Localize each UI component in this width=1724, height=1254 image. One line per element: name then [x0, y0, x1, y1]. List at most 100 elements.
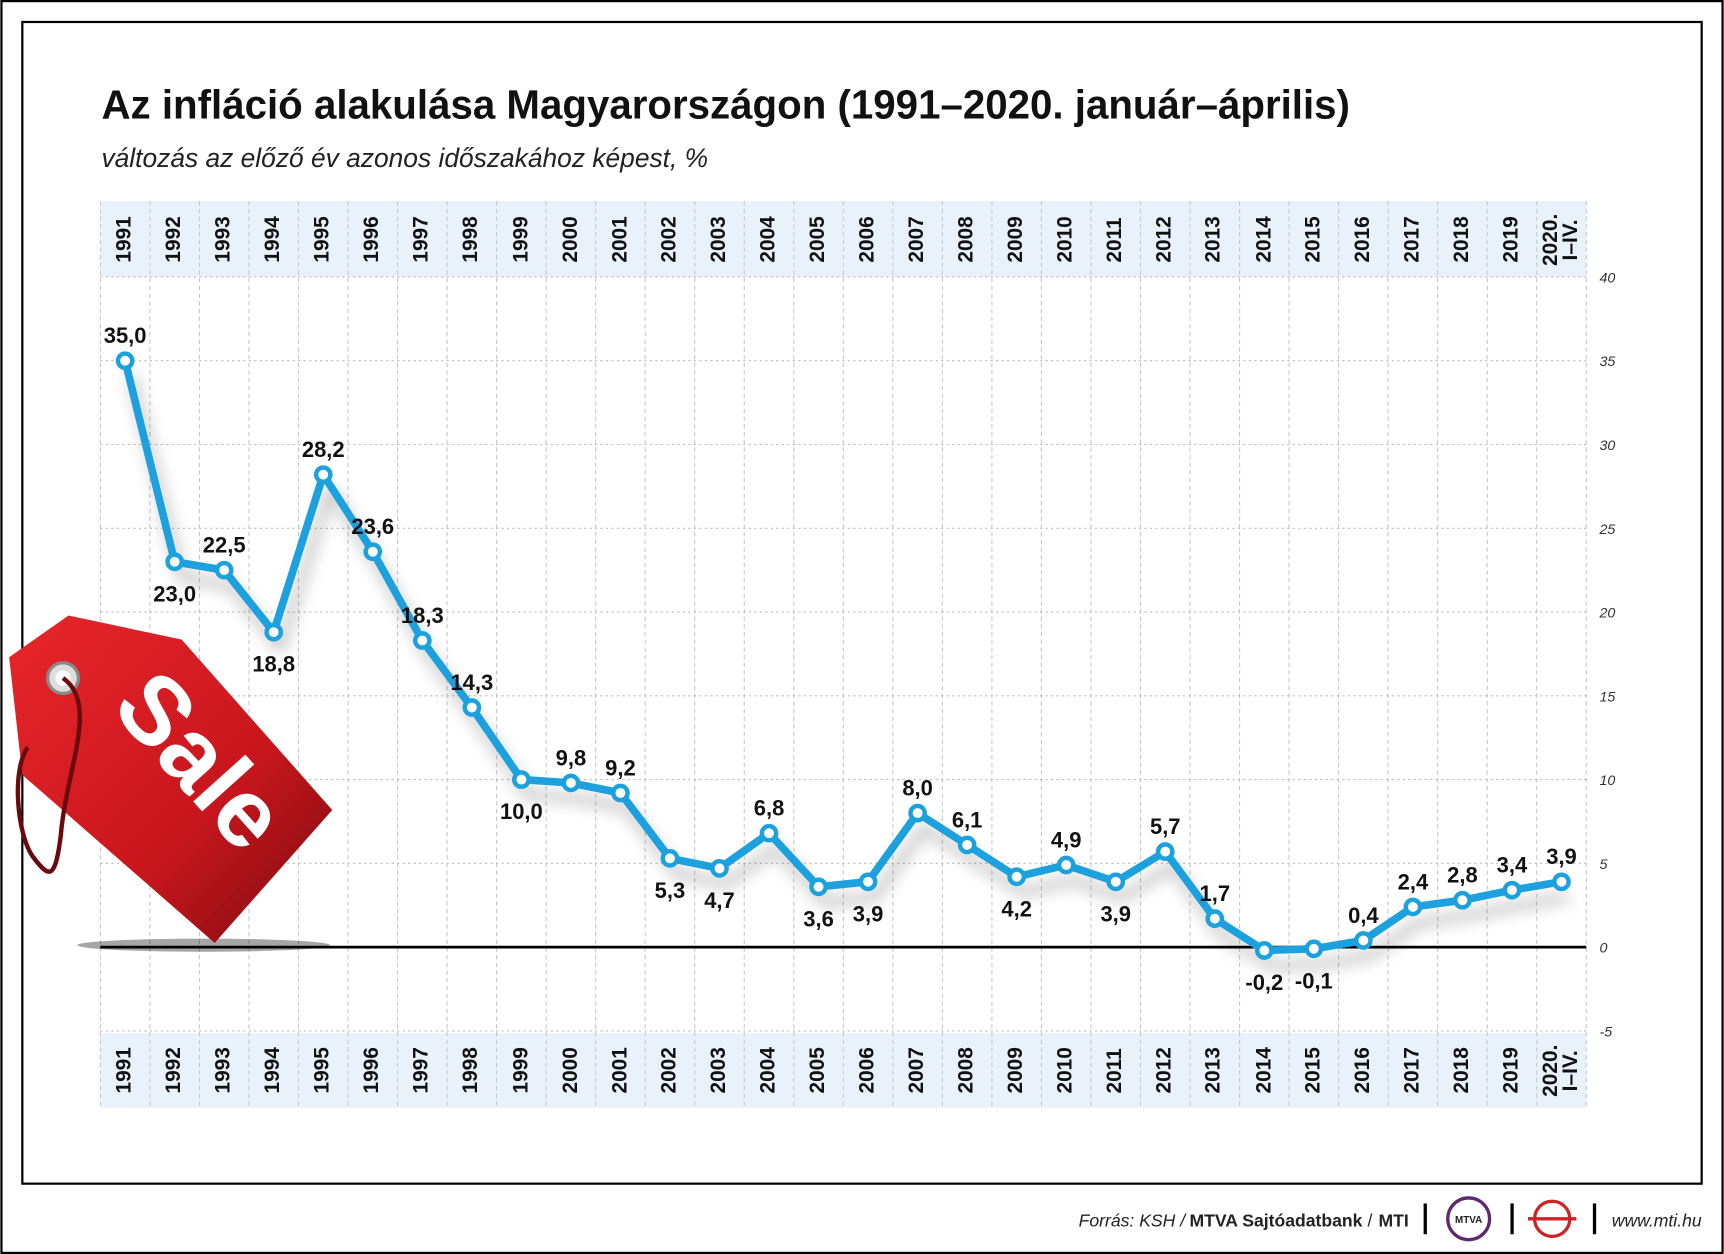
x-tick-label: 1999	[509, 216, 533, 263]
x-tick-label-box: 2001	[608, 216, 632, 263]
x-tick-label: 2001	[608, 1047, 632, 1094]
x-tick-label: 2011	[1103, 216, 1127, 263]
x-tick-label-box: 2017	[1400, 216, 1424, 263]
data-label: 3,4	[1497, 853, 1528, 878]
y-tick-label: 35	[1599, 354, 1615, 370]
data-label: 18,3	[401, 603, 444, 628]
data-label: 2,4	[1398, 869, 1429, 894]
data-point	[858, 872, 878, 892]
x-tick-label-box: 1996	[361, 216, 384, 262]
data-label: 28,2	[302, 437, 345, 462]
x-tick-label-box: 2017	[1401, 1047, 1424, 1093]
y-tick-label: 25	[1598, 522, 1615, 538]
x-tick-label-box: 1999	[509, 1047, 532, 1093]
footer-divider	[1510, 1203, 1514, 1235]
data-point	[1354, 931, 1373, 950]
data-label: 6,1	[952, 807, 983, 832]
chart-title: Az infláció alakulása Magyarországon (19…	[101, 82, 1350, 128]
x-tick-label-box: 2006	[856, 1047, 879, 1093]
data-label: 9,2	[605, 755, 636, 780]
x-tick-label: 2014	[1252, 1047, 1276, 1094]
x-tick-label: 2005	[806, 1047, 830, 1094]
data-label: 4,9	[1051, 827, 1082, 852]
x-tick-label-box: 2010	[1054, 216, 1077, 262]
x-tick-label-box: 2009	[1005, 1047, 1028, 1093]
x-tick-label-box: 2020. I–IV.	[1539, 213, 1583, 266]
x-tick-label-box: 2012	[1153, 1047, 1176, 1093]
data-point	[660, 848, 680, 868]
data-point	[412, 631, 432, 650]
x-tick-label: 2020. I–IV.	[1539, 1044, 1583, 1097]
x-tick-label-box: 2007	[905, 1047, 929, 1094]
data-label: 23,0	[153, 581, 196, 606]
data-label: 0,4	[1348, 903, 1379, 928]
x-tick-label: 1994	[261, 1047, 285, 1094]
x-tick-label-box: 2003	[707, 216, 731, 263]
data-point	[115, 351, 135, 371]
x-tick-label-box: 2014	[1252, 1047, 1276, 1094]
x-tick-label: 1991	[113, 216, 137, 263]
x-tick-label: 2001	[608, 216, 632, 263]
x-tick-label: 2019	[1499, 1047, 1523, 1094]
x-tick-label: 2002	[657, 216, 681, 263]
chart-subtitle: változás az előző év azonos időszakához …	[101, 143, 708, 173]
x-tick-label: 1998	[459, 216, 483, 263]
data-point	[1007, 867, 1027, 887]
data-label: 3,9	[1100, 901, 1131, 926]
data-point	[1502, 880, 1522, 900]
x-tick-label-box: 2020. I–IV.	[1539, 1044, 1583, 1097]
source-sep: /	[1368, 1211, 1373, 1231]
data-label: 35,0	[104, 323, 147, 348]
x-tick-label-box: 1993	[212, 216, 235, 262]
x-tick-label: 1995	[311, 1047, 335, 1094]
data-point	[1304, 939, 1324, 959]
data-label: 3,6	[803, 906, 834, 931]
y-tick-label: 40	[1599, 270, 1615, 286]
x-tick-label-box: 2013	[1203, 216, 1226, 262]
x-tick-label-box: 2005	[806, 216, 829, 262]
x-tick-label-box: 1997	[410, 1047, 433, 1093]
x-tick-label-box: 1995	[311, 216, 334, 262]
data-point	[512, 770, 531, 789]
data-point	[1056, 855, 1076, 875]
x-tick-label-box: 2006	[856, 216, 879, 262]
x-tick-label: 2003	[707, 216, 731, 263]
data-point	[710, 859, 729, 878]
data-point	[313, 465, 333, 484]
y-tick-label: 5	[1599, 857, 1607, 873]
x-tick-label: 2007	[905, 1047, 929, 1094]
x-tick-label-box: 1997	[410, 216, 433, 262]
x-tick-label-box: 1994	[262, 216, 285, 262]
x-tick-label: 2020. I–IV.	[1539, 213, 1583, 266]
x-tick-label: 2008	[955, 216, 979, 263]
data-point	[165, 552, 185, 572]
x-tick-label-box: 2001	[608, 1047, 632, 1094]
x-tick-label: 2003	[707, 1047, 731, 1094]
footer-divider	[1423, 1203, 1427, 1235]
x-tick-label: 1992	[162, 216, 186, 263]
x-tick-label-box: 2003	[707, 1047, 731, 1094]
grid: -5 0 5 10 15 20 25 30 35 40	[99, 201, 1615, 1108]
x-tick-label: 2009	[1004, 216, 1028, 263]
data-point	[462, 698, 482, 717]
x-tick-label-box: 2019	[1499, 1047, 1523, 1094]
x-tick-label: 2016	[1351, 216, 1375, 263]
data-point	[1552, 872, 1571, 892]
data-label: 5,3	[655, 878, 686, 903]
x-tick-label-box: 2005	[806, 1047, 830, 1094]
x-tick-label-box: 2010	[1054, 1047, 1077, 1093]
x-tick-label-box: 2007	[905, 216, 928, 262]
x-tick-label-box: 1996	[361, 1047, 384, 1093]
y-tick-label: 0	[1599, 941, 1607, 957]
x-tick-label: 2015	[1301, 1047, 1325, 1094]
data-label: 3,9	[853, 901, 884, 926]
x-tick-label-box: 1991	[113, 216, 137, 263]
x-tick-label-box: 1993	[212, 1047, 235, 1093]
x-tick-label: 2017	[1400, 216, 1424, 263]
x-tick-label-box: 2011	[1104, 1048, 1127, 1093]
y-tick-label: -5	[1599, 1024, 1612, 1040]
x-tick-label-box: 2019	[1499, 216, 1523, 263]
data-label: 6,8	[754, 796, 785, 821]
x-tick-label: 2019	[1499, 216, 1523, 263]
x-tick-label-box: 1992	[163, 1047, 186, 1093]
